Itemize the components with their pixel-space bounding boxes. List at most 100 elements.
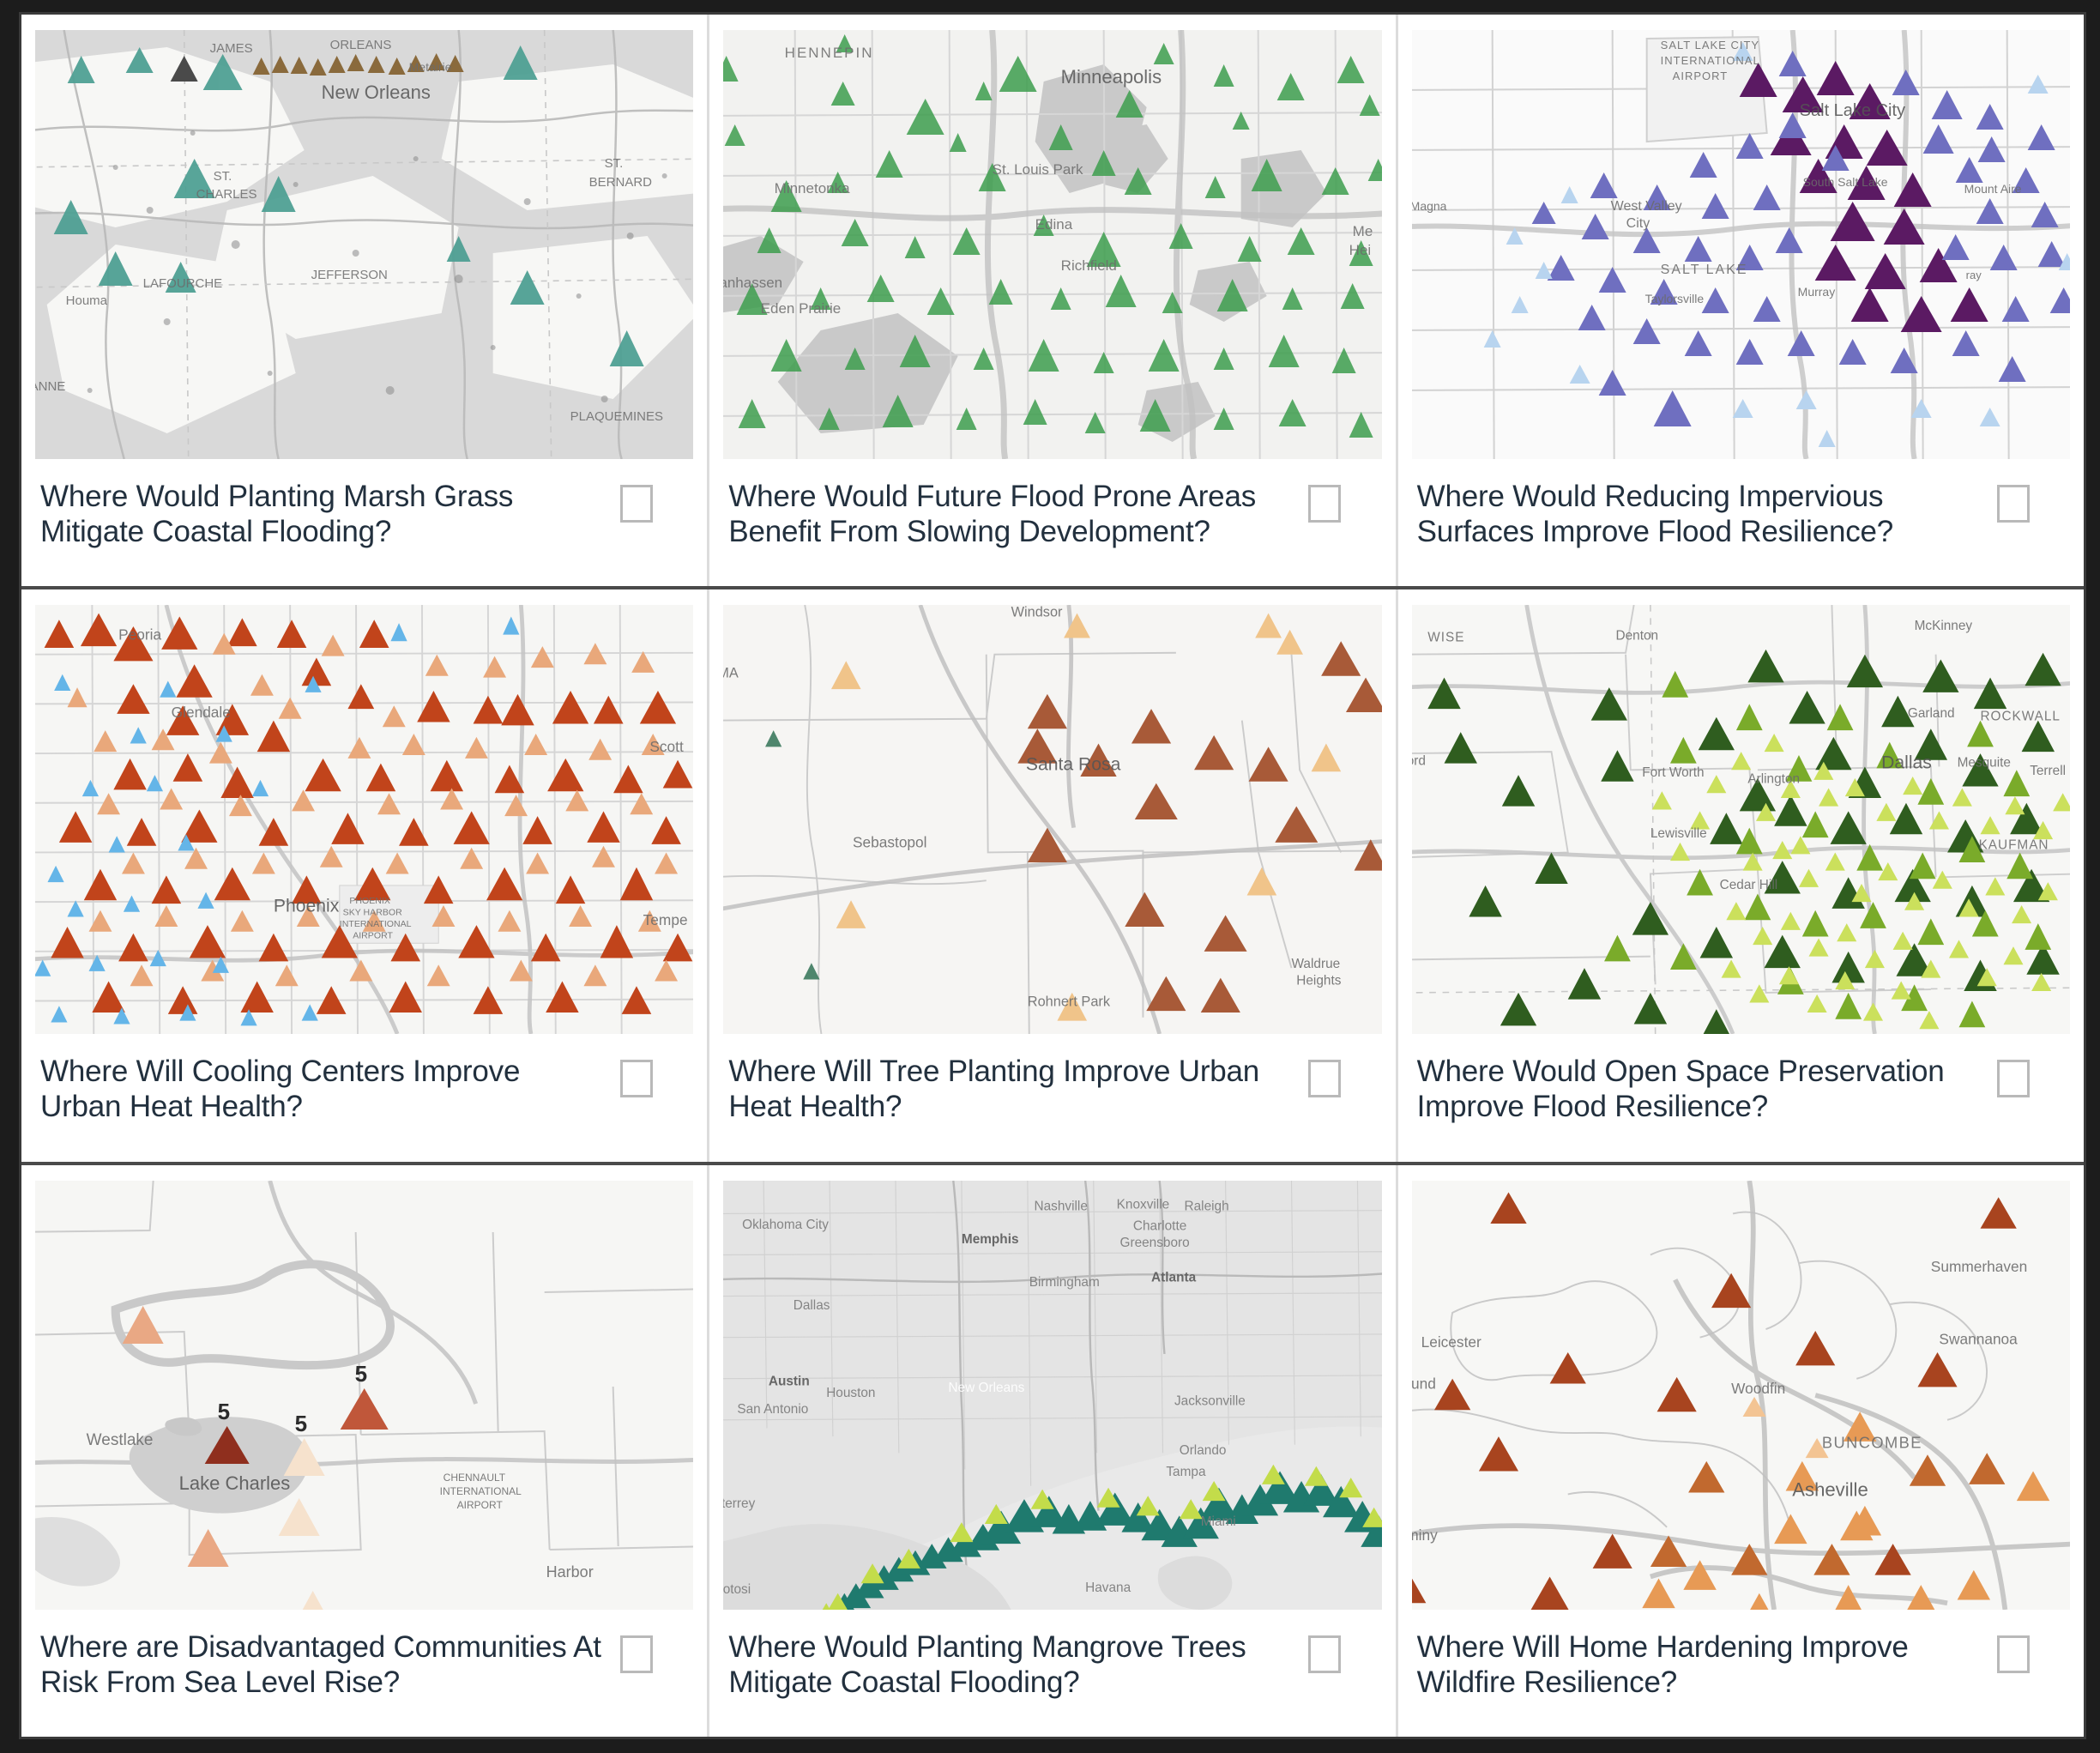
card-title: Where Will Cooling Centers Improve Urban…: [40, 1055, 521, 1124]
map-thumbnail-open-space[interactable]: WISE Denton Lewisville Dallas Fort Worth…: [1411, 605, 2070, 1035]
card-title: Where Will Tree Planting Improve Urban H…: [728, 1055, 1260, 1124]
card-title: Where Would Open Space Preservation Impr…: [1416, 1055, 1945, 1124]
card-select-checkbox[interactable]: [1308, 485, 1342, 523]
marker-count-label: 5: [218, 1399, 230, 1424]
svg-text:ound: ound: [1412, 1375, 1436, 1392]
svg-text:Minneapolis: Minneapolis: [1061, 66, 1162, 88]
svg-text:Murray: Murray: [1797, 285, 1835, 299]
card-select-checkbox[interactable]: [1996, 1635, 2030, 1673]
svg-text:Scott: Scott: [649, 738, 684, 755]
map-canvas: Peoria Glendale Phoenix PHOENIX SKY HARB…: [35, 605, 694, 1035]
svg-text:Knoxville: Knoxville: [1117, 1197, 1170, 1212]
svg-text:BERNARD: BERNARD: [589, 175, 653, 190]
card-select-checkbox[interactable]: [1996, 485, 2030, 523]
svg-text:Eden Prairie: Eden Prairie: [761, 300, 842, 317]
svg-text:AIRPORT: AIRPORT: [457, 1499, 504, 1511]
svg-text:Oklahoma City: Oklahoma City: [742, 1217, 829, 1231]
svg-text:St. Louis Park: St. Louis Park: [993, 161, 1083, 178]
svg-text:Summerhaven: Summerhaven: [1930, 1257, 2026, 1274]
card-title: Where are Disadvantaged Communities At R…: [40, 1629, 601, 1699]
map-card-mangrove-trees[interactable]: Oklahoma City Memphis Nashville Knoxvill…: [709, 1164, 1398, 1737]
svg-text:Windsor: Windsor: [1011, 605, 1063, 620]
svg-text:Magna: Magna: [1412, 199, 1447, 213]
svg-text:nterrey: nterrey: [723, 1496, 756, 1510]
svg-text:Mount Aire: Mount Aire: [1964, 182, 2021, 196]
svg-text:PHOENIX: PHOENIX: [349, 896, 390, 906]
svg-text:D: D: [1412, 855, 1413, 869]
svg-text:Peoria: Peoria: [118, 626, 161, 644]
svg-text:LAFOURCHE: LAFOURCHE: [143, 276, 223, 291]
gallery-row-2: Peoria Glendale Phoenix PHOENIX SKY HARB…: [21, 589, 2084, 1165]
svg-text:City: City: [1626, 216, 1650, 231]
card-footer: Where Will Tree Planting Improve Urban H…: [709, 1034, 1396, 1162]
svg-text:Jacksonville: Jacksonville: [1174, 1393, 1246, 1408]
svg-text:ROCKWALL: ROCKWALL: [1980, 710, 2060, 724]
svg-text:HENNEPIN: HENNEPIN: [785, 45, 874, 61]
svg-text:Arlington: Arlington: [1747, 772, 1800, 787]
map-gallery-frame: ORLEANS New Orleans Metairie ST. CHARLES…: [19, 12, 2086, 1739]
svg-text:Greensboro: Greensboro: [1120, 1236, 1190, 1250]
card-title: Where Would Planting Marsh Grass Mitigat…: [40, 480, 514, 548]
svg-text:Charlotte: Charlotte: [1133, 1218, 1186, 1233]
map-card-disadvantaged-slr[interactable]: 5 5 5 Westlake Lake Charles CHENNAULT IN…: [21, 1164, 710, 1737]
svg-text:Metairie: Metairie: [409, 60, 452, 74]
card-footer: Where Will Home Hardening Improve Wildfi…: [1397, 1609, 2084, 1737]
svg-text:Austin: Austin: [769, 1374, 810, 1388]
svg-text:Swannanoa: Swannanoa: [1939, 1330, 2018, 1347]
svg-text:Heights: Heights: [1297, 974, 1342, 988]
card-footer: Where Would Future Flood Prone Areas Ben…: [709, 459, 1396, 587]
svg-text:West Valley: West Valley: [1610, 199, 1681, 214]
svg-text:Harbor: Harbor: [546, 1563, 594, 1581]
svg-text:Asheville: Asheville: [1792, 1478, 1868, 1500]
svg-text:AIRPORT: AIRPORT: [353, 931, 393, 941]
map-thumbnail-home-hardening[interactable]: Leicester Woodfin BUNCOMBE Asheville Sum…: [1411, 1180, 2070, 1610]
map-card-open-space[interactable]: WISE Denton Lewisville Dallas Fort Worth…: [1397, 589, 2084, 1162]
svg-text:iminy: iminy: [1412, 1526, 1438, 1544]
card-select-checkbox[interactable]: [1308, 1060, 1342, 1098]
card-select-checkbox[interactable]: [1308, 1635, 1342, 1673]
svg-text:Terrell: Terrell: [2030, 764, 2066, 778]
map-card-impervious-surfaces[interactable]: SALT LAKE CITY INTERNATIONAL AIRPORT Sal…: [1397, 15, 2084, 587]
svg-text:ANNE: ANNE: [35, 379, 65, 394]
card-select-checkbox[interactable]: [620, 485, 653, 523]
map-thumbnail-impervious-surfaces[interactable]: SALT LAKE CITY INTERNATIONAL AIRPORT Sal…: [1411, 30, 2070, 459]
svg-text:South Salt Lake: South Salt Lake: [1802, 175, 1887, 189]
card-select-checkbox[interactable]: [620, 1635, 653, 1673]
svg-text:SKY HARBOR: SKY HARBOR: [343, 908, 402, 918]
svg-text:Rohnert Park: Rohnert Park: [1028, 994, 1111, 1010]
svg-text:Santa Rosa: Santa Rosa: [1026, 755, 1121, 775]
svg-text:Cedar Hill: Cedar Hill: [1719, 878, 1777, 892]
map-card-tree-planting[interactable]: Santa Rosa Sebastopol Rohnert Park Winds…: [709, 589, 1398, 1162]
map-canvas: Leicester Woodfin BUNCOMBE Asheville Sum…: [1411, 1180, 2070, 1610]
svg-text:Woodfin: Woodfin: [1731, 1380, 1785, 1397]
svg-text:Lewisville: Lewisville: [1650, 826, 1707, 841]
map-card-home-hardening[interactable]: Leicester Woodfin BUNCOMBE Asheville Sum…: [1397, 1164, 2084, 1737]
svg-text:PLAQUEMINES: PLAQUEMINES: [570, 409, 663, 424]
map-card-future-flood-prone[interactable]: HENNEPIN Minneapolis Minnetonka St. Loui…: [709, 15, 1398, 587]
svg-text:MA: MA: [723, 666, 739, 681]
map-thumbnail-cooling-centers[interactable]: Peoria Glendale Phoenix PHOENIX SKY HARB…: [35, 605, 694, 1035]
card-footer: Where are Disadvantaged Communities At R…: [21, 1609, 708, 1737]
map-thumbnail-marsh-grass[interactable]: ORLEANS New Orleans Metairie ST. CHARLES…: [35, 30, 694, 459]
map-thumbnail-future-flood-prone[interactable]: HENNEPIN Minneapolis Minnetonka St. Loui…: [723, 30, 1382, 459]
svg-text:Phoenix: Phoenix: [274, 897, 340, 916]
map-canvas: HENNEPIN Minneapolis Minnetonka St. Loui…: [723, 30, 1382, 459]
gallery-row-1: ORLEANS New Orleans Metairie ST. CHARLES…: [21, 15, 2084, 590]
svg-text:Lake Charles: Lake Charles: [179, 1472, 291, 1494]
map-canvas: SALT LAKE CITY INTERNATIONAL AIRPORT Sal…: [1411, 30, 2070, 459]
svg-text:Glendale: Glendale: [172, 704, 231, 721]
gallery-row-3: 5 5 5 Westlake Lake Charles CHENNAULT IN…: [21, 1164, 2084, 1737]
svg-text:Minnetonka: Minnetonka: [775, 180, 850, 196]
card-select-checkbox[interactable]: [620, 1060, 653, 1098]
card-footer: Where Will Cooling Centers Improve Urban…: [21, 1034, 708, 1162]
svg-text:Richfield: Richfield: [1061, 257, 1117, 274]
map-thumbnail-tree-planting[interactable]: Santa Rosa Sebastopol Rohnert Park Winds…: [723, 605, 1382, 1035]
map-card-marsh-grass[interactable]: ORLEANS New Orleans Metairie ST. CHARLES…: [21, 15, 710, 587]
map-thumbnail-mangrove-trees[interactable]: Oklahoma City Memphis Nashville Knoxvill…: [723, 1180, 1382, 1610]
svg-text:SALT LAKE CITY: SALT LAKE CITY: [1660, 39, 1759, 51]
svg-text:Raleigh: Raleigh: [1185, 1199, 1229, 1213]
card-select-checkbox[interactable]: [1996, 1060, 2030, 1098]
map-thumbnail-disadvantaged-slr[interactable]: 5 5 5 Westlake Lake Charles CHENNAULT IN…: [35, 1180, 694, 1610]
map-card-cooling-centers[interactable]: Peoria Glendale Phoenix PHOENIX SKY HARB…: [21, 589, 710, 1162]
